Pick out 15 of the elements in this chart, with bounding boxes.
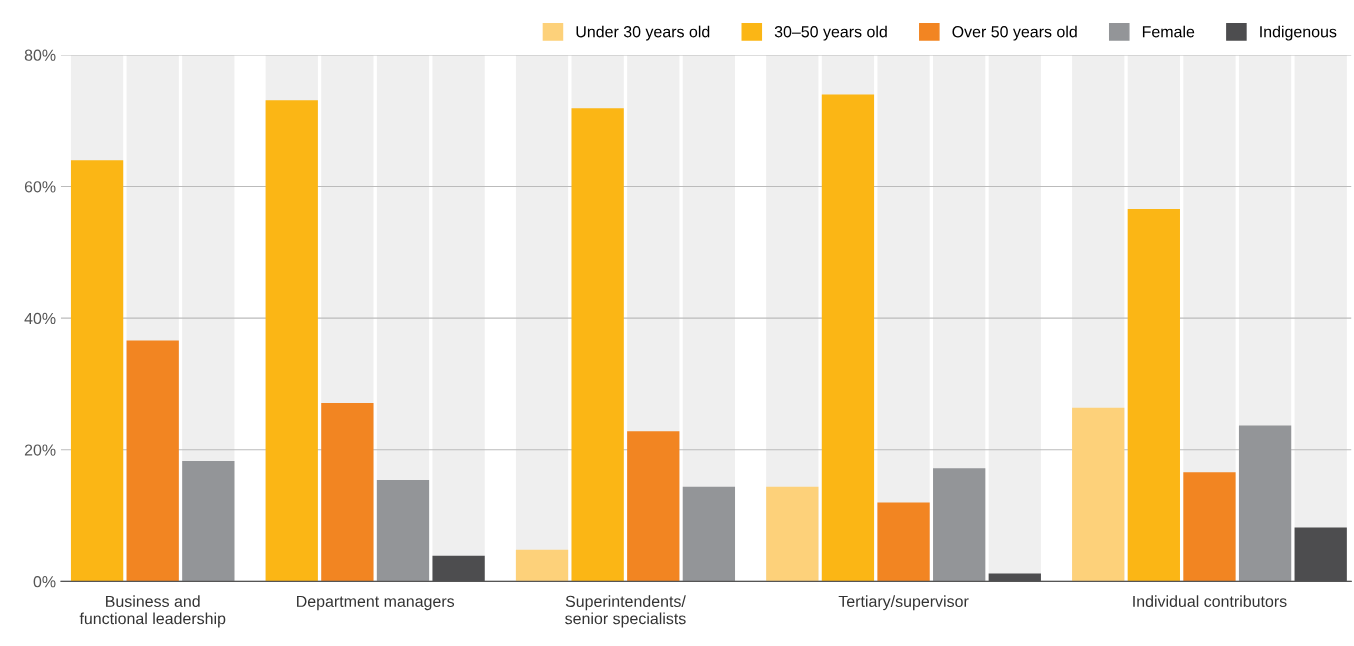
x-tick-label: Business and functional leadership: [79, 595, 226, 628]
legend-label: Over 50 years old: [952, 25, 1077, 41]
legend-label: 30–50 years old: [774, 25, 887, 41]
y-tick-label: 40%: [24, 312, 56, 325]
y-tick-label: 20%: [24, 444, 56, 456]
legend-label: Indigenous: [1260, 25, 1337, 41]
y-tick-label: 0%: [33, 576, 56, 588]
x-tick-label: Individual contributors: [1133, 595, 1287, 608]
x-tick-label: Department managers: [297, 595, 455, 611]
legend-label: Under 30 years old: [576, 25, 710, 41]
x-tick-label: Superintendents/ senior specialists: [565, 595, 686, 628]
x-tick-label: Tertiary/supervisor: [838, 595, 969, 611]
legend-label: Female: [1142, 25, 1195, 38]
y-tick-label: 60%: [24, 181, 56, 193]
y-tick-label: 80%: [24, 49, 56, 61]
